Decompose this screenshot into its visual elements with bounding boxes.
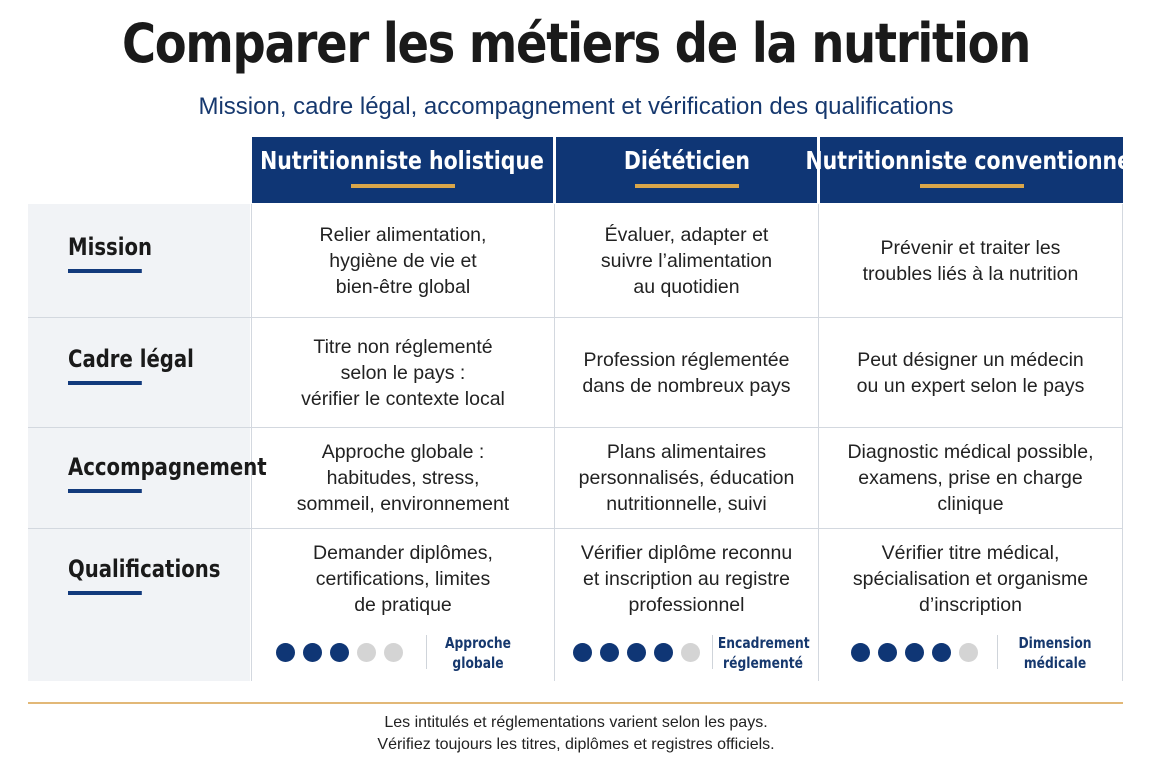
comparison-table: Nutritionniste holistique Diététicien Nu… [28, 137, 1138, 681]
rating-divider [997, 635, 998, 669]
rating-dot-empty [384, 643, 403, 662]
row-divider [28, 427, 1123, 428]
rating-label: Approche globale [444, 634, 512, 672]
row-label-column [28, 204, 250, 681]
column-header-label: Nutritionniste holistique [260, 146, 545, 175]
header-accent-bar [350, 184, 455, 188]
row-divider [28, 317, 1123, 318]
row-label-underline [68, 269, 142, 273]
row-label-mission: Mission [68, 233, 152, 273]
rating-dot-empty [959, 643, 978, 662]
rating-dot-filled [905, 643, 924, 662]
header-accent-bar [919, 184, 1024, 188]
row-label-underline [68, 381, 142, 385]
rating-dot-filled [303, 643, 322, 662]
row-label-qualifications: Qualifications [68, 555, 220, 595]
rating-dots [573, 643, 708, 662]
page-title: Comparer les métiers de la nutrition [122, 12, 1031, 75]
column-header-label: Diététicien [623, 146, 750, 175]
footer-divider [28, 702, 1123, 704]
row-divider [28, 528, 1123, 529]
column-header-dietitian: Diététicien [556, 137, 817, 203]
column-header-holistic: Nutritionniste holistique [252, 137, 553, 203]
row-label-underline [68, 489, 142, 493]
column-header-label: Nutritionniste conventionnel [805, 146, 1138, 175]
rating-dots [851, 643, 986, 662]
footer-note: Les intitulés et réglementations varient… [0, 712, 1152, 756]
row-label-text: Qualifications [68, 555, 221, 583]
rating-dot-filled [600, 643, 619, 662]
rating-dot-filled [654, 643, 673, 662]
table-cell: Profession réglementée dans de nombreux … [582, 348, 791, 397]
footer-line-1: Les intitulés et réglementations varient… [384, 714, 768, 731]
rating-divider [712, 635, 713, 669]
rating-dot-filled [573, 643, 592, 662]
rating-dot-filled [330, 643, 349, 662]
rating-dots [276, 643, 411, 662]
rating-dot-empty [681, 643, 700, 662]
table-cell: Titre non réglementé selon le pays : vér… [301, 335, 505, 410]
row-label-support: Accompagnement [68, 453, 267, 493]
rating-dot-filled [932, 643, 951, 662]
page-subtitle: Mission, cadre légal, accompagnement et … [198, 93, 954, 120]
column-header-conventional: Nutritionniste conventionnel [805, 137, 1138, 203]
rating-label: Dimension médicale [1018, 634, 1092, 672]
table-cell: Vérifier titre médical, spécialisation e… [852, 542, 1089, 616]
rating-dot-filled [851, 643, 870, 662]
column-divider [554, 204, 555, 681]
rating-dot-filled [276, 643, 295, 662]
table-cell: Demander diplômes, certifications, limit… [313, 542, 493, 616]
rating-dot-filled [878, 643, 897, 662]
table-cell: Vérifier diplôme reconnu et inscription … [580, 542, 793, 616]
rating-label: Encadrement réglementé [717, 634, 810, 672]
table-cell: Plans alimentaires personnalisés, éducat… [578, 441, 795, 515]
row-label-text: Cadre légal [68, 345, 194, 373]
row-label-underline [68, 591, 142, 595]
table-cell: Diagnostic médical possible, examens, pr… [847, 441, 1094, 515]
row-label-text: Mission [68, 233, 153, 261]
table-cell: Évaluer, adapter et suivre l’alimentatio… [600, 223, 773, 298]
header-accent-bar [634, 184, 739, 188]
table-cell: Peut désigner un médecin ou un expert se… [856, 348, 1085, 397]
rating-divider [426, 635, 427, 669]
rating-dot-filled [627, 643, 646, 662]
row-label-legal: Cadre légal [68, 345, 194, 385]
row-label-text: Accompagnement [68, 453, 267, 481]
table-cell: Prévenir et traiter les troubles liés à … [862, 236, 1079, 285]
column-divider [818, 204, 819, 681]
footer-line-2: Vérifiez toujours les titres, diplômes e… [377, 736, 775, 753]
table-cell: Approche globale : habitudes, stress, so… [296, 441, 510, 515]
rating-dot-empty [357, 643, 376, 662]
table-cell: Relier alimentation, hygiène de vie et b… [319, 223, 487, 298]
column-divider [1122, 204, 1123, 681]
column-divider [251, 204, 252, 681]
